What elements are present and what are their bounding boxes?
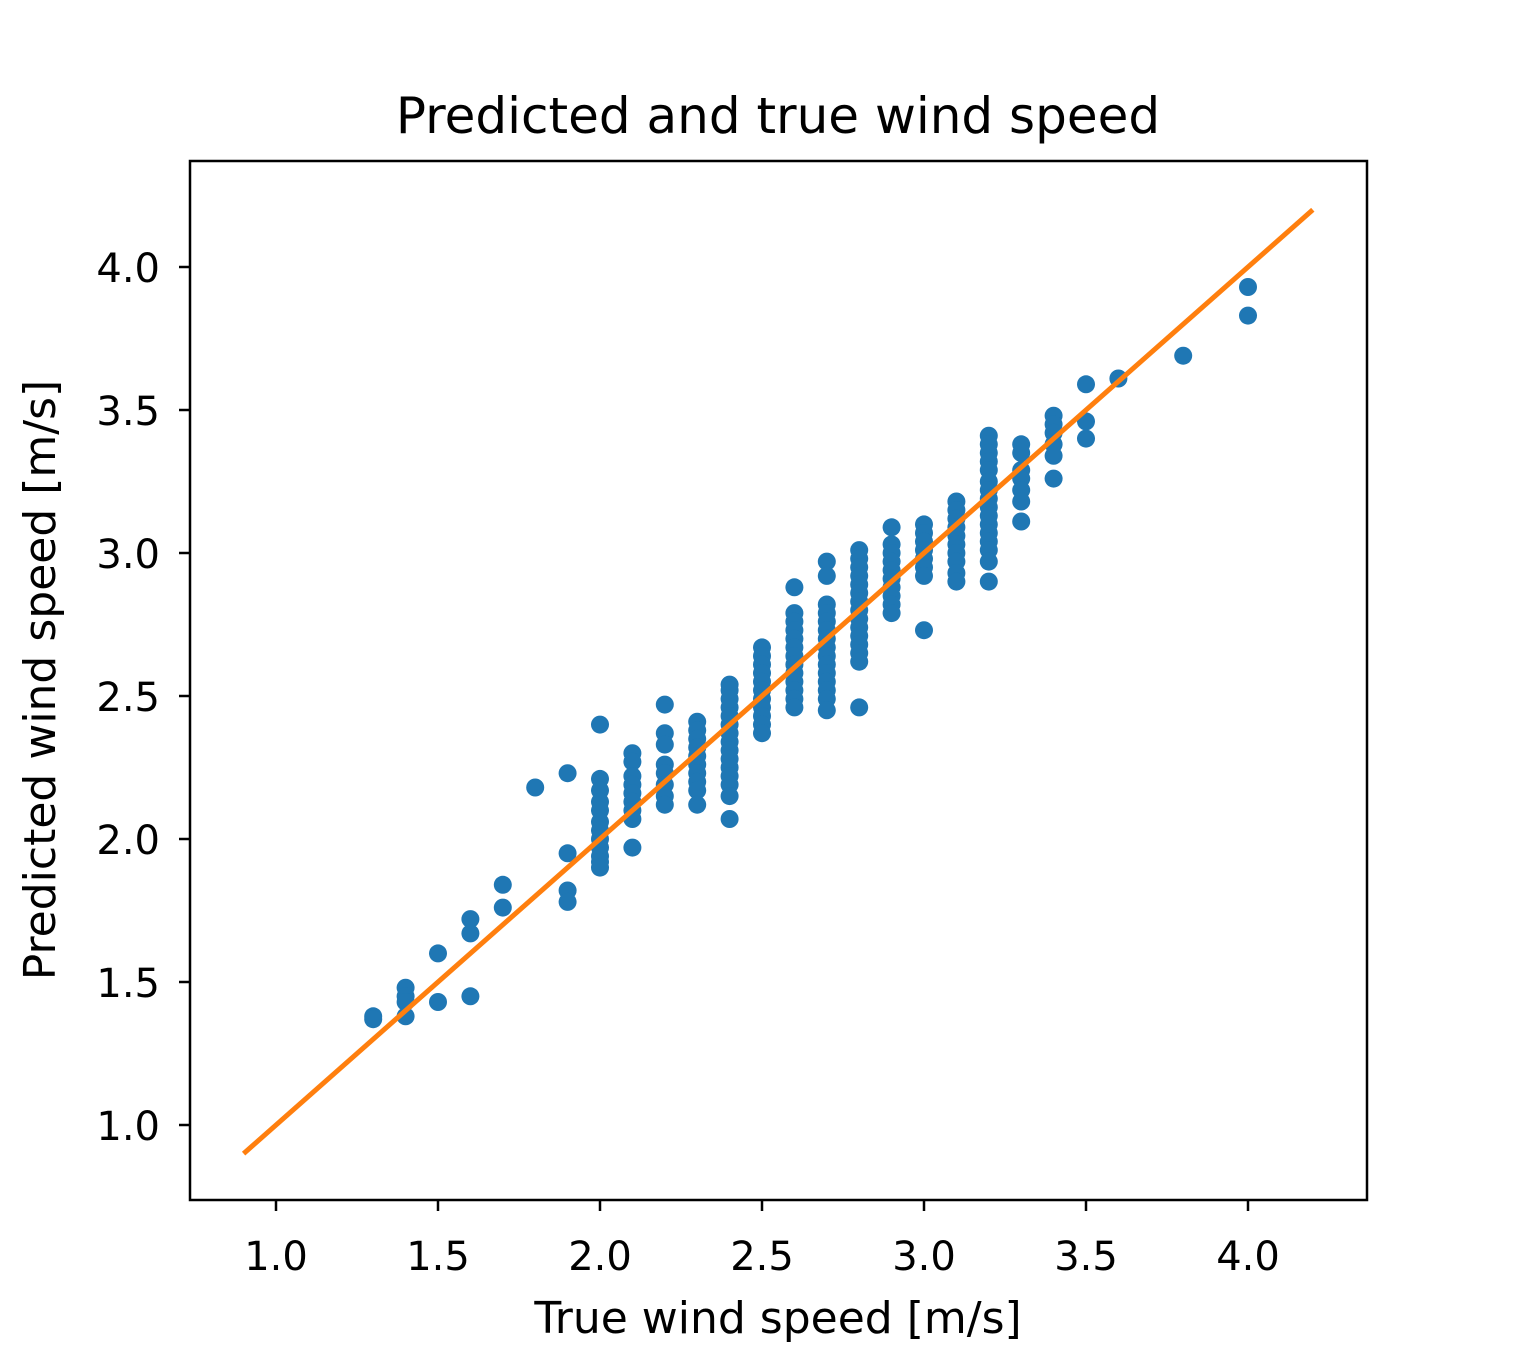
x-tick: 3.0 xyxy=(892,1200,956,1280)
scatter-point xyxy=(817,566,836,585)
reference-line xyxy=(241,207,1315,1156)
y-tick-label: 2.5 xyxy=(96,675,160,721)
scatter-point xyxy=(785,578,804,597)
scatter-point xyxy=(461,924,480,943)
scatter-point xyxy=(817,701,836,720)
x-tick-label: 3.5 xyxy=(1054,1234,1118,1280)
scatter-point xyxy=(461,910,480,929)
x-tick-label: 2.0 xyxy=(568,1234,632,1280)
scatter-point xyxy=(558,844,577,863)
scatter-point xyxy=(979,552,998,571)
scatter-point xyxy=(623,752,642,771)
x-tick: 2.5 xyxy=(730,1200,794,1280)
y-axis: 1.0 1.5 2.0 2.5 3.0 3.5 4.0 xyxy=(96,246,190,1150)
x-tick: 2.0 xyxy=(568,1200,632,1280)
y-tick: 2.0 xyxy=(96,818,190,864)
x-tick: 1.5 xyxy=(406,1200,470,1280)
scatter-point xyxy=(429,993,447,1011)
scatter-point xyxy=(493,898,512,917)
scatter-point xyxy=(915,621,933,640)
y-tick: 1.5 xyxy=(96,961,190,1007)
scatter-point xyxy=(1077,375,1095,394)
scatter-point xyxy=(882,518,901,537)
scatter-point xyxy=(1012,443,1031,462)
y-tick: 1.0 xyxy=(96,1104,190,1150)
x-tick-label: 3.0 xyxy=(892,1234,956,1280)
scatter-point xyxy=(1012,512,1031,531)
y-tick-label: 4.0 xyxy=(96,246,160,292)
scatter-point xyxy=(785,698,804,717)
y-tick-label: 1.5 xyxy=(96,961,160,1007)
scatter-point xyxy=(817,552,836,571)
axes-frame xyxy=(188,159,1369,1202)
scatter-point xyxy=(753,724,771,743)
scatter-point xyxy=(429,944,447,963)
y-tick-label: 2.0 xyxy=(96,818,160,864)
x-tick: 4.0 xyxy=(1216,1200,1280,1280)
y-tick-label: 3.0 xyxy=(96,532,160,578)
scatter-point xyxy=(1174,346,1193,365)
scatter-point xyxy=(461,987,480,1006)
scatter-point xyxy=(850,652,869,671)
scatter-point xyxy=(558,764,577,783)
x-axis: 1.0 1.5 2.0 2.5 3.0 3.5 4.0 xyxy=(244,1200,1280,1280)
scatter-point xyxy=(915,566,933,585)
scatter-point xyxy=(591,858,609,877)
x-tick-label: 4.0 xyxy=(1216,1234,1280,1280)
scatter-point xyxy=(882,604,901,623)
x-tick-label: 1.5 xyxy=(406,1234,470,1280)
x-tick-label: 1.0 xyxy=(244,1234,308,1280)
scatter-point xyxy=(979,572,998,591)
x-axis-label: True wind speed [m/s] xyxy=(533,1293,1021,1344)
y-tick-label: 1.0 xyxy=(96,1104,160,1150)
scatter-point xyxy=(558,892,577,911)
y-tick: 2.5 xyxy=(96,675,190,721)
y-tick: 3.0 xyxy=(96,532,190,578)
y-tick: 4.0 xyxy=(96,246,190,292)
y-tick-label: 3.5 xyxy=(96,389,160,435)
x-tick: 3.5 xyxy=(1054,1200,1118,1280)
scatter-point xyxy=(364,1010,383,1029)
x-tick-label: 2.5 xyxy=(730,1234,794,1280)
scatter-point xyxy=(1044,469,1063,488)
scatter-point xyxy=(655,695,674,714)
scatter-point xyxy=(720,787,739,806)
plot-area xyxy=(241,207,1315,1156)
y-axis-label: Predicted wind speed [m/s] xyxy=(15,380,66,980)
scatter-point xyxy=(1044,446,1063,465)
x-tick: 1.0 xyxy=(244,1200,308,1280)
scatter-point xyxy=(850,698,869,717)
scatter-point xyxy=(947,572,966,591)
chart-title: Predicted and true wind speed xyxy=(396,87,1160,145)
scatter-point xyxy=(1239,306,1257,325)
scatter-point xyxy=(526,778,545,797)
scatter-point xyxy=(623,838,642,857)
scatter-point xyxy=(1012,492,1031,511)
y-tick: 3.5 xyxy=(96,389,190,435)
scatter-point xyxy=(655,795,674,814)
scatter-point xyxy=(655,735,674,754)
scatter-point xyxy=(591,715,609,734)
scatter-point xyxy=(688,795,707,814)
scatter-point xyxy=(720,810,739,828)
scatter-point xyxy=(688,781,707,800)
scatter-point xyxy=(493,875,512,894)
scatter-point xyxy=(1239,278,1257,296)
scatter-point xyxy=(1077,429,1095,448)
